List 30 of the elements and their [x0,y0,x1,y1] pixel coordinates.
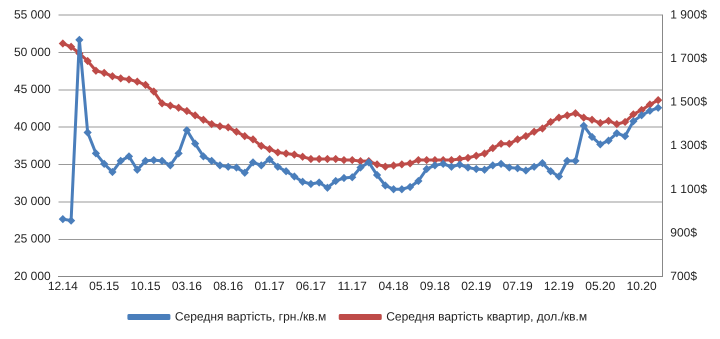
x-tick-label: 07.19 [502,279,533,294]
y-tick-label: 30 000 [14,194,52,208]
y2-tick-label: 900$ [670,225,698,240]
x-tick-label: 05.15 [89,279,120,294]
y-tick-label: 50 000 [14,44,52,59]
y-tick-label: 25 000 [14,232,52,246]
y-tick-label: 35 000 [14,156,52,171]
x-tick-label: 08.16 [213,279,244,294]
x-tick-label: 06.17 [296,279,326,294]
y2-tick-label: 700$ [670,268,698,283]
y2-tick-label: 1 900$ [670,8,708,22]
y2-tick-label: 1 100$ [670,182,708,196]
x-tick-label: 10.15 [130,279,161,294]
x-tick-label: 09.18 [420,279,450,294]
legend-label: Середня вартість, грн./кв.м [174,309,326,324]
x-tick-label: 12.19 [544,279,574,294]
x-tick-label: 01.17 [254,279,285,294]
y2-tick-label: 1 500$ [670,94,708,109]
x-tick-label: 11.17 [338,279,368,294]
x-tick-label: 05.20 [585,279,616,294]
y-tick-label: 40 000 [14,120,52,134]
x-tick-label: 10.20 [626,279,657,294]
y2-tick-label: 1 300$ [670,138,708,152]
x-tick-label: 03.16 [172,279,202,294]
legend-label: Середня вартість квартир, дол./кв.м [386,309,588,324]
y2-tick-label: 1 700$ [670,51,708,66]
x-tick-label: 02.19 [461,279,492,294]
y-tick-label: 55 000 [14,8,52,22]
y-tick-label: 45 000 [14,82,52,96]
x-tick-label: 04.18 [378,279,409,294]
